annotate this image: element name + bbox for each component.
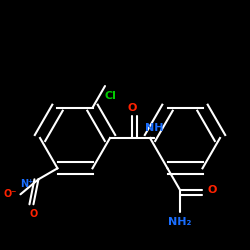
Text: O: O (127, 103, 137, 113)
Text: NH: NH (145, 123, 163, 133)
Text: NH₂: NH₂ (168, 217, 192, 227)
Text: O⁻: O⁻ (4, 189, 17, 199)
Text: O: O (29, 209, 38, 219)
Text: O: O (207, 185, 217, 195)
Text: N⁺: N⁺ (20, 179, 33, 189)
Text: Cl: Cl (104, 91, 116, 101)
